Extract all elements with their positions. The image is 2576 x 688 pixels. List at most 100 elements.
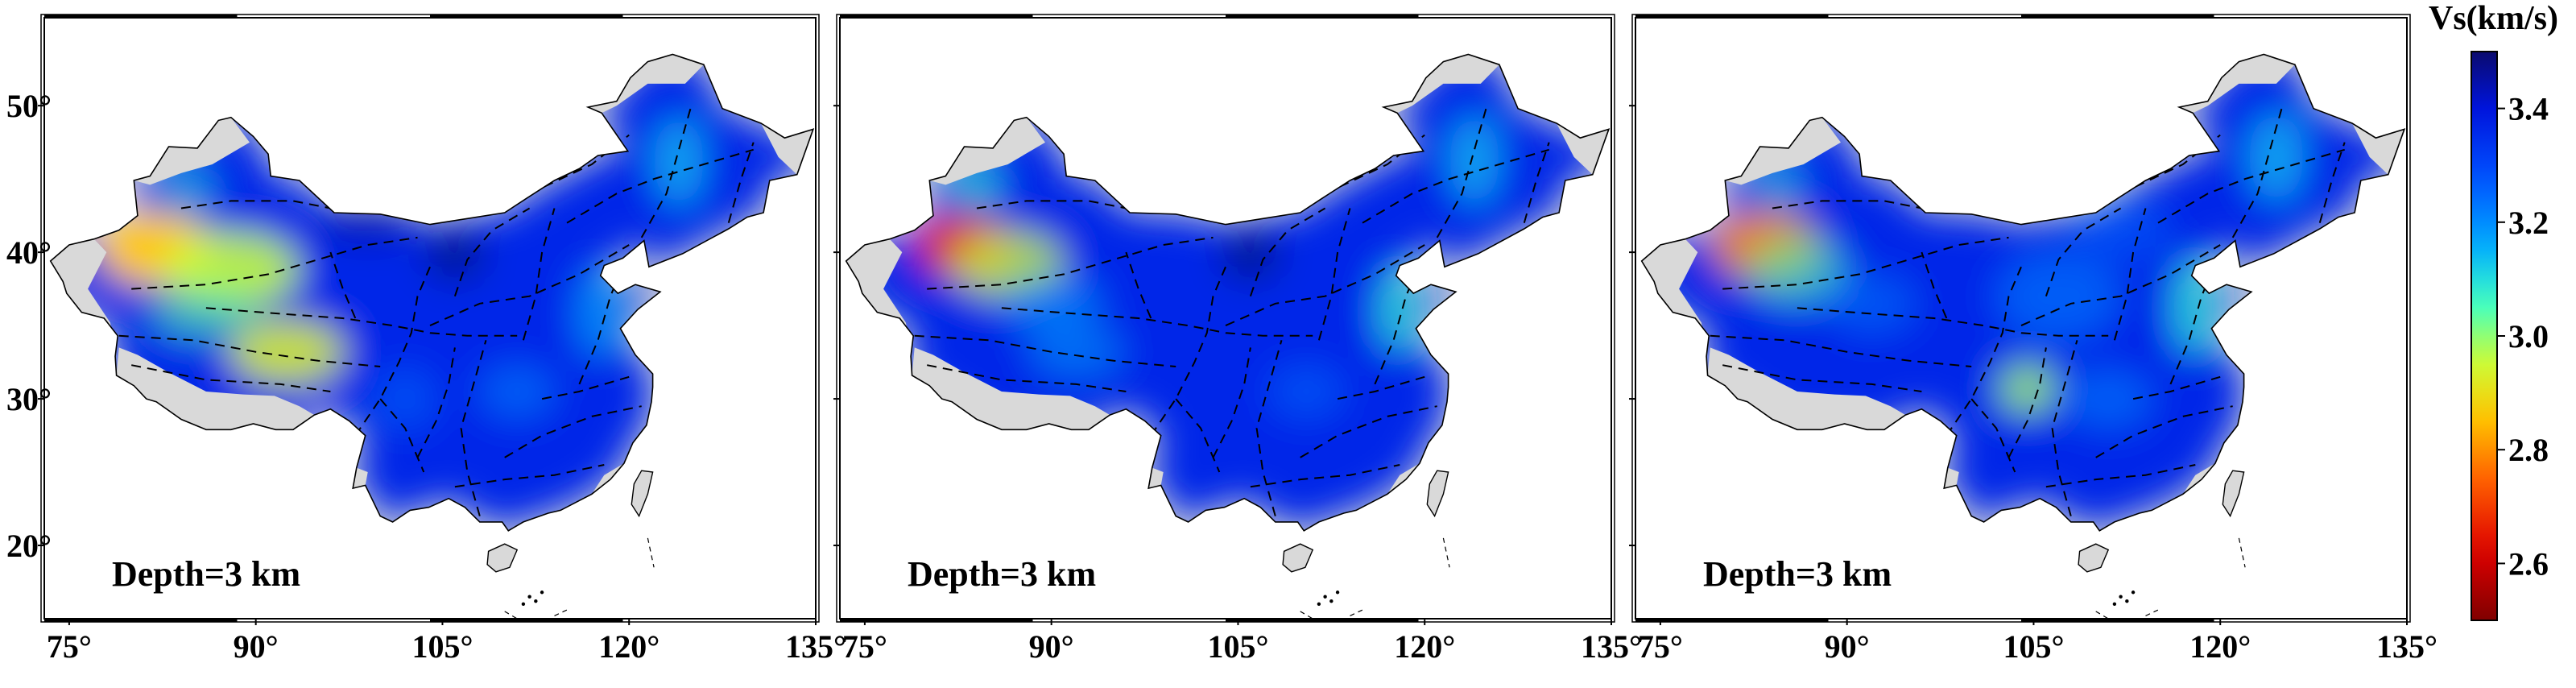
velocity-anomaly bbox=[159, 167, 215, 214]
islet bbox=[2119, 595, 2123, 599]
block-boundary-line bbox=[640, 105, 693, 238]
velocity-anomaly bbox=[1028, 325, 1124, 379]
no-data-patch bbox=[588, 54, 704, 114]
block-boundary-line bbox=[1436, 105, 1488, 238]
colorbar-tick-label: 2.8 bbox=[2508, 432, 2549, 468]
no-data-patch bbox=[1707, 347, 1906, 430]
colorbar-gradient bbox=[2471, 51, 2498, 621]
no-data-patch bbox=[1148, 467, 1164, 489]
map-panel-2: 75° 90° 105° 120° 135° Depth=3 km bbox=[833, 14, 1642, 665]
colorbar-title: Vs(km/s) bbox=[2429, 0, 2558, 37]
block-boundary-line bbox=[460, 340, 487, 516]
velocity-anomaly bbox=[577, 269, 619, 359]
block-boundary-line bbox=[1945, 266, 2022, 437]
block-boundary-line bbox=[453, 207, 531, 297]
islet bbox=[1317, 602, 1321, 607]
block-boundaries bbox=[1710, 105, 2346, 516]
coastline bbox=[845, 53, 1611, 532]
y-tick-label: 20° bbox=[6, 528, 52, 564]
y-tick-label: 50° bbox=[6, 88, 52, 124]
depth-label: Depth=3 km bbox=[908, 554, 1096, 594]
block-boundary-line bbox=[1523, 142, 1550, 223]
velocity-anomaly bbox=[1269, 365, 1344, 418]
block-boundary-line bbox=[1317, 208, 1351, 341]
velocity-anomaly bbox=[2065, 369, 2152, 429]
x-tick-label: 90° bbox=[1029, 628, 1074, 665]
colorbar-tick-label: 3.2 bbox=[2508, 205, 2549, 241]
x-tick-label: 105° bbox=[1207, 628, 1268, 665]
colorbar-tick-label: 3.0 bbox=[2508, 318, 2549, 354]
no-data-patch bbox=[929, 117, 1045, 185]
block-boundary-line bbox=[131, 236, 418, 290]
block-boundary-line bbox=[1250, 464, 1400, 488]
no-data-patch bbox=[761, 123, 813, 175]
no-data-patch bbox=[1383, 54, 1499, 114]
no-data-patch bbox=[134, 117, 250, 185]
block-boundary-line bbox=[2231, 105, 2284, 238]
block-boundary-line bbox=[2157, 148, 2345, 224]
block-boundary-line bbox=[1125, 251, 1152, 319]
x-tick-label: 75° bbox=[47, 628, 92, 665]
block-boundaries bbox=[914, 105, 1550, 516]
block-boundary-line bbox=[1249, 207, 1326, 297]
velocity-anomaly bbox=[654, 117, 704, 205]
block-boundary-line bbox=[131, 364, 331, 392]
no-data-patch bbox=[50, 238, 117, 355]
no-data-patch bbox=[2352, 123, 2404, 175]
block-boundary-line bbox=[976, 200, 1127, 209]
no-data-patch bbox=[1557, 123, 1609, 175]
taiwan-island bbox=[1426, 470, 1449, 518]
x-tick-label: 135° bbox=[2376, 628, 2437, 665]
no-data-patch bbox=[1725, 117, 1841, 185]
block-boundary-line bbox=[2095, 405, 2233, 458]
taiwan-island bbox=[2222, 470, 2245, 518]
no-data-patch bbox=[846, 238, 912, 355]
map-panel-1: 75° 90° 105° 120° 135° 50° 40° 30° 20° Depth=3 km bbox=[6, 14, 846, 665]
hainan-island bbox=[1282, 543, 1314, 573]
velocity-anomaly bbox=[229, 319, 345, 384]
islet bbox=[1329, 599, 1333, 603]
block-boundary-line bbox=[1722, 236, 2009, 290]
no-data-patch bbox=[1641, 238, 1708, 355]
block-boundary-line bbox=[454, 464, 605, 488]
velocity-anomaly bbox=[1996, 252, 2121, 341]
block-boundary-line bbox=[566, 148, 754, 224]
block-boundary-line bbox=[914, 334, 1176, 367]
block-boundary-line bbox=[205, 307, 518, 337]
islet bbox=[2131, 591, 2136, 595]
x-tick-label: 120° bbox=[598, 628, 660, 665]
islet bbox=[534, 599, 538, 603]
maritime-boundary bbox=[1300, 611, 1313, 620]
x-tick-label: 105° bbox=[411, 628, 473, 665]
no-data-patch bbox=[116, 347, 315, 430]
block-boundary-line bbox=[2007, 347, 2047, 458]
block-boundary-line bbox=[2020, 244, 2221, 327]
block-boundary-line bbox=[2045, 207, 2122, 297]
block-boundary-line bbox=[1797, 307, 2109, 337]
block-boundary-line bbox=[927, 364, 1127, 392]
maritime-boundary bbox=[1350, 609, 1363, 616]
coastline bbox=[49, 53, 815, 532]
y-tick-label: 30° bbox=[6, 381, 52, 417]
velocity-anomaly bbox=[1449, 115, 1499, 205]
block-boundary-line bbox=[2113, 208, 2147, 341]
velocity-colorbar: Vs(km/s) 3.4 3.2 3.0 2.8 2.6 bbox=[2429, 0, 2558, 621]
block-boundary-line bbox=[1722, 364, 1922, 392]
maritime-boundary bbox=[504, 611, 518, 620]
block-boundary-line bbox=[416, 347, 456, 458]
velocity-anomaly bbox=[374, 369, 436, 429]
block-boundary-line bbox=[541, 375, 630, 400]
block-boundary-line bbox=[1150, 266, 1226, 437]
depth-label: Depth=3 km bbox=[1703, 554, 1892, 594]
velocity-anomaly bbox=[1996, 362, 2059, 416]
block-boundary-line bbox=[1175, 398, 1221, 473]
x-tick-label: 120° bbox=[2189, 628, 2251, 665]
map-panel-3: 75° 90° 105° 120° 135° Depth=3 km bbox=[1629, 14, 2437, 665]
x-tick-label: 75° bbox=[842, 628, 887, 665]
no-data-patch bbox=[591, 463, 624, 495]
islet bbox=[1323, 595, 1327, 599]
velocity-field bbox=[1641, 54, 2404, 531]
block-boundary-line bbox=[1300, 405, 1437, 458]
velocity-field bbox=[846, 54, 1609, 531]
